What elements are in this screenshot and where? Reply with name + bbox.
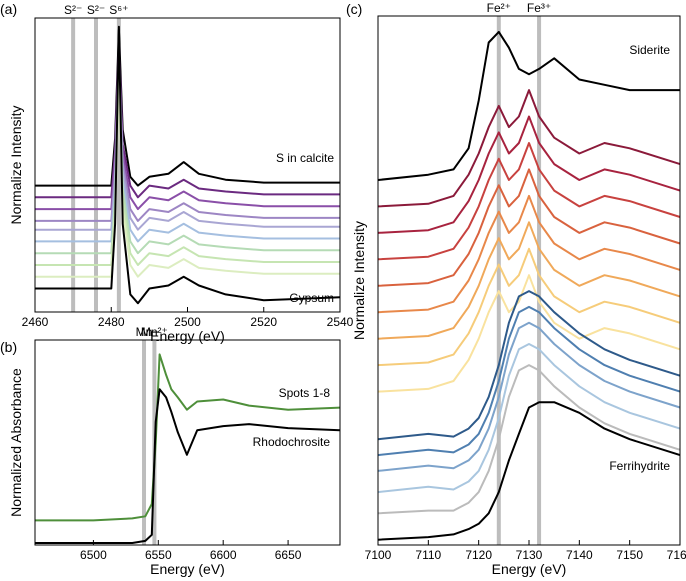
x-tick-label: 2500: [174, 315, 201, 329]
series-line: [377, 290, 681, 441]
x-tick-label: 2460: [22, 315, 49, 329]
series-line: [377, 364, 681, 515]
series-line: [377, 30, 680, 181]
series-line: [377, 221, 681, 340]
x-tick-label: 2540: [327, 315, 354, 329]
series-line: [377, 115, 681, 234]
x-tick-label: 7160: [667, 548, 686, 562]
series-label: Spots 1-8: [279, 386, 331, 400]
series-line: [35, 52, 340, 222]
x-axis-label: Energy (eV): [492, 561, 567, 577]
marker-label: Mn: [136, 325, 153, 339]
x-tick-label: 2520: [250, 315, 277, 329]
panel-label: (a): [0, 1, 17, 17]
series-label: Rhodochrosite: [253, 435, 331, 449]
x-tick-label: 6600: [210, 548, 237, 562]
marker-label: S²⁻: [64, 3, 82, 17]
y-axis-label: Normalize Intensity: [8, 105, 24, 224]
x-tick-label: 7100: [365, 548, 392, 562]
series-line: [377, 401, 681, 541]
series-line: [35, 40, 340, 199]
x-tick-label: 7120: [465, 548, 492, 562]
series-line: [377, 343, 681, 494]
series-label: Ferrihydrite: [609, 459, 670, 473]
series-line: [35, 58, 340, 231]
series-line: [377, 142, 681, 261]
x-tick-label: 7140: [566, 548, 593, 562]
series-line: [377, 89, 681, 208]
marker-label: Fe³⁺: [527, 1, 551, 15]
series-line: [377, 321, 681, 472]
series-label: S in calcite: [276, 151, 334, 165]
panel-label: (b): [0, 339, 17, 355]
x-tick-label: 7150: [616, 548, 643, 562]
y-axis-label: Normalize Intensity: [351, 221, 367, 340]
x-tick-label: 7110: [415, 548, 441, 562]
x-tick-label: 2480: [98, 315, 125, 329]
marker-label: Fe²⁺: [487, 1, 511, 15]
series-line: [35, 353, 341, 522]
panel-label: (c): [346, 1, 362, 17]
series-line: [377, 274, 681, 393]
series-line: [377, 247, 681, 367]
marker-label: S⁶⁺: [109, 3, 128, 17]
plot-frame: [34, 339, 341, 546]
series-line: [35, 25, 341, 305]
marker-label: S²⁻: [87, 3, 105, 17]
series-label: Siderite: [629, 43, 670, 57]
series-line: [377, 305, 681, 457]
series-line: [35, 388, 341, 544]
y-axis-label: Normalized Absorbance: [8, 368, 24, 517]
marker-label: Mn²⁺: [141, 325, 168, 339]
series-line: [35, 81, 340, 278]
series-line: [377, 194, 681, 314]
x-axis-label: Energy (eV): [150, 561, 225, 577]
x-tick-label: 6550: [145, 548, 172, 562]
x-tick-label: 6500: [80, 548, 107, 562]
x-tick-label: 7130: [516, 548, 543, 562]
x-tick-label: 6650: [275, 548, 302, 562]
series-line: [377, 168, 681, 287]
